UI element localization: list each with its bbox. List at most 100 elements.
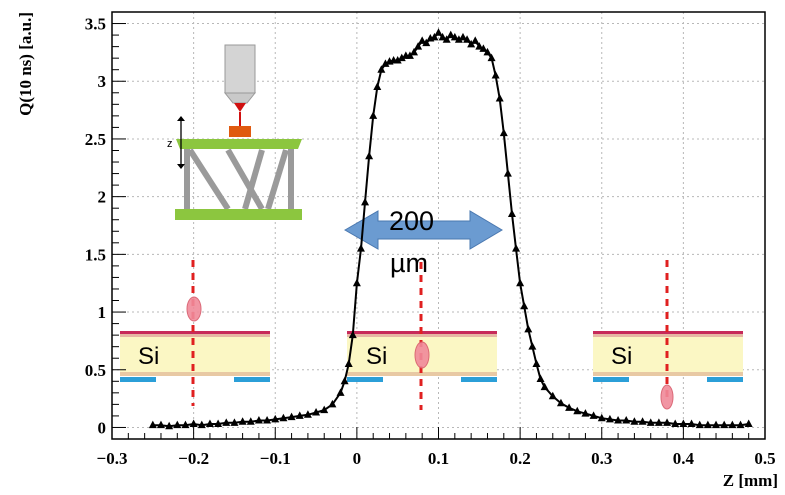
data-point-marker bbox=[695, 420, 704, 429]
x-tick-label: −0.1 bbox=[260, 449, 291, 468]
data-point-marker bbox=[173, 420, 182, 429]
y-tick-label: 1 bbox=[98, 303, 107, 322]
data-point-marker bbox=[438, 32, 447, 41]
data-point-marker bbox=[410, 47, 419, 56]
data-point-marker bbox=[434, 28, 443, 36]
data-point-marker bbox=[246, 417, 255, 425]
data-point-marker bbox=[712, 420, 721, 429]
data-point-marker bbox=[638, 417, 647, 425]
data-point-marker bbox=[744, 419, 753, 427]
data-point-marker bbox=[320, 405, 329, 414]
si-label-right: Si bbox=[611, 343, 632, 370]
data-point-marker bbox=[536, 374, 545, 382]
y-tick-label: 1.5 bbox=[85, 245, 106, 264]
x-tick-label: 0.4 bbox=[673, 449, 695, 468]
x-tick-label: 0.5 bbox=[754, 449, 775, 468]
data-point-marker bbox=[720, 420, 729, 429]
data-point-marker bbox=[516, 278, 525, 287]
data-point-marker bbox=[573, 406, 582, 415]
data-point-marker bbox=[271, 414, 280, 423]
data-point-marker bbox=[369, 111, 378, 119]
data-point-marker bbox=[156, 420, 165, 429]
data-point-marker bbox=[532, 359, 541, 367]
data-point-marker bbox=[189, 419, 198, 427]
x-tick-label: 0.1 bbox=[428, 449, 449, 468]
si-label-center: Si bbox=[366, 343, 387, 370]
series-markers bbox=[148, 28, 753, 430]
data-point-marker bbox=[393, 55, 402, 64]
data-point-marker bbox=[328, 399, 337, 408]
data-point-marker bbox=[454, 35, 463, 43]
data-point-marker bbox=[361, 197, 370, 206]
data-point-marker bbox=[238, 417, 247, 425]
data-point-marker bbox=[430, 32, 439, 41]
y-tick-label: 3.5 bbox=[85, 15, 106, 34]
data-point-marker bbox=[340, 376, 349, 385]
data-point-marker bbox=[373, 82, 382, 91]
detector-sketch-left: Si bbox=[120, 260, 270, 406]
data-point-marker bbox=[295, 411, 304, 419]
data-point-marker bbox=[736, 420, 745, 429]
data-point-marker bbox=[646, 418, 655, 426]
data-point-marker bbox=[254, 416, 263, 424]
data-point-marker bbox=[479, 44, 488, 52]
data-point-marker bbox=[654, 418, 663, 426]
data-point-marker bbox=[483, 47, 492, 56]
data-point-marker bbox=[279, 413, 288, 422]
y-tick-label: 3 bbox=[98, 72, 107, 91]
data-point-marker bbox=[605, 414, 614, 423]
data-point-marker bbox=[520, 301, 529, 310]
data-point-marker bbox=[491, 70, 500, 79]
data-point-marker bbox=[528, 342, 537, 350]
data-point-marker bbox=[663, 418, 672, 426]
data-point-marker bbox=[622, 416, 631, 424]
data-point-marker bbox=[507, 209, 516, 217]
data-point-marker bbox=[458, 32, 467, 41]
width-label-unit: µm bbox=[390, 248, 428, 278]
data-point-marker bbox=[589, 411, 598, 419]
data-point-marker bbox=[548, 391, 557, 400]
data-point-marker bbox=[148, 420, 157, 429]
y-tick-label: 2.5 bbox=[85, 130, 106, 149]
data-point-marker bbox=[565, 403, 574, 411]
x-tick-label: −0.3 bbox=[97, 449, 128, 468]
data-point-marker bbox=[499, 128, 508, 137]
y-tick-label: 0 bbox=[98, 418, 107, 437]
data-point-marker bbox=[181, 420, 190, 429]
data-point-marker bbox=[230, 418, 239, 426]
data-point-marker bbox=[377, 65, 386, 73]
data-point-marker bbox=[556, 398, 565, 407]
data-point-marker bbox=[450, 32, 459, 41]
x-tick-label: 0.2 bbox=[510, 449, 531, 468]
data-point-marker bbox=[703, 420, 712, 429]
data-point-marker bbox=[348, 330, 357, 339]
width-label-value: 200 bbox=[389, 206, 434, 236]
width-arrow bbox=[343, 210, 503, 250]
data-point-marker bbox=[503, 169, 512, 177]
axes: −0.3 −0.2 −0.1 0 0.1 0.2 0.3 0.4 0.5 0 0.5 1 1.5 2 2.5… bbox=[85, 11, 776, 468]
data-point-marker bbox=[214, 419, 223, 427]
data-point-marker bbox=[263, 416, 272, 424]
x-axis-title: Z [mm] bbox=[723, 471, 778, 490]
data-point-marker bbox=[365, 151, 374, 160]
data-point-marker bbox=[356, 244, 365, 252]
data-point-marker bbox=[205, 419, 214, 427]
y-axis-title: Q(10 ns) [a.u.] bbox=[16, 12, 35, 116]
z-axis-sketch-label: z bbox=[167, 138, 173, 150]
si-label-left: Si bbox=[138, 343, 159, 370]
data-point-marker bbox=[197, 420, 206, 429]
data-point-marker bbox=[471, 36, 480, 44]
data-point-marker bbox=[422, 38, 431, 47]
data-point-marker bbox=[463, 35, 472, 43]
data-point-marker bbox=[222, 418, 231, 426]
x-tick-label: −0.2 bbox=[178, 449, 209, 468]
data-point-marker bbox=[475, 42, 484, 50]
data-point-marker bbox=[687, 419, 696, 427]
data-point-marker bbox=[287, 412, 296, 421]
detector-sketch-center: Si bbox=[347, 262, 497, 410]
data-point-marker bbox=[671, 419, 680, 427]
data-point-marker bbox=[397, 53, 406, 62]
laser-setup-illustration: z bbox=[167, 44, 302, 220]
data-point-marker bbox=[581, 409, 590, 417]
